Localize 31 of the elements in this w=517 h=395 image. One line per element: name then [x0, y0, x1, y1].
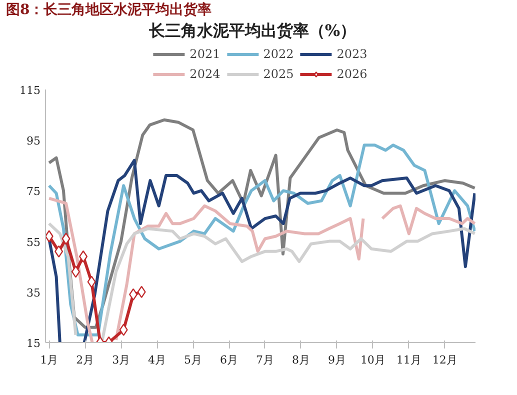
point [71, 266, 80, 278]
point [62, 232, 70, 245]
chart-title: 图8：长三角地区水泥平均出货率 [6, 0, 212, 20]
x-tick-label: 12月 [432, 354, 458, 366]
legend-label: 2024 [190, 67, 220, 81]
legend-label: 2022 [263, 47, 294, 61]
point [137, 286, 146, 298]
y-tick-label: 15 [26, 337, 41, 350]
x-tick-label: 1月 [40, 354, 58, 366]
y-tick-label: 115 [20, 84, 41, 97]
x-tick-label: 7月 [256, 354, 274, 366]
x-tick-label: 8月 [292, 354, 310, 366]
legend-label: 2021 [190, 47, 220, 61]
x-tick-label: 3月 [112, 354, 130, 366]
x-tick-label: 9月 [328, 354, 346, 366]
y-tick-label: 95 [26, 134, 41, 148]
y-tick-label: 35 [26, 286, 41, 300]
chart-subtitle: 长三角水泥平均出货率（%） [148, 20, 356, 42]
legend-label: 2023 [336, 47, 368, 61]
x-tick-label: 6月 [220, 354, 238, 366]
x-tick-label: 11月 [396, 354, 422, 366]
x-tick-label: 4月 [148, 354, 166, 366]
point [87, 276, 96, 288]
y-tick-label: 75 [26, 185, 41, 198]
legend-label: 2025 [263, 67, 294, 81]
x-tick-label: 5月 [184, 354, 202, 366]
legend-label: 2026 [336, 67, 368, 81]
x-tick-label: 2月 [76, 354, 94, 366]
x-tick-label: 10月 [360, 354, 386, 366]
point [119, 324, 128, 336]
y-tick-label: 55 [26, 236, 41, 249]
